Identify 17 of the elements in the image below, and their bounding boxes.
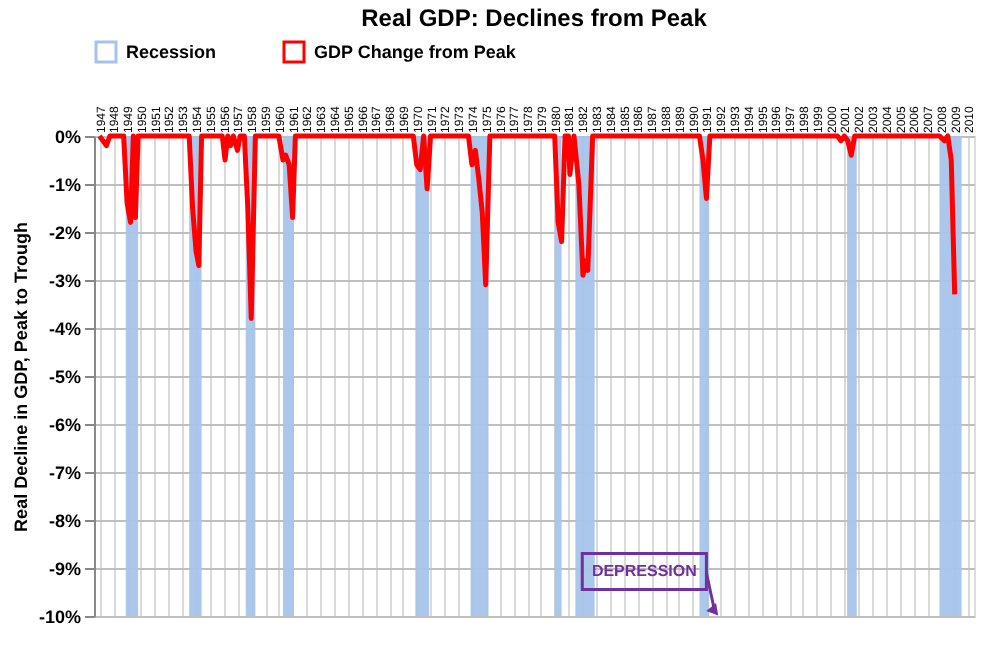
y-tick-label: -1% — [48, 175, 81, 195]
y-tick-label: -10% — [38, 607, 81, 627]
annotation: DEPRESSION — [591, 561, 698, 580]
y-tick-label: -2% — [48, 223, 81, 243]
y-tick-label: -7% — [48, 463, 81, 483]
chart-title: Real GDP: Declines from Peak — [361, 4, 708, 32]
y-tick-label: -4% — [48, 319, 81, 339]
line-series — [97, 133, 958, 321]
legend-label: GDP Change from Peak — [314, 42, 518, 62]
legend-label: Recession — [126, 42, 217, 62]
y-tick-label: -3% — [48, 271, 81, 291]
y-axis-title: Real Decline in GDP, Peak to Trough — [10, 222, 31, 532]
y-tick-label: -6% — [48, 415, 81, 435]
y-tick-label: -9% — [48, 559, 81, 579]
y-tick-label: -8% — [48, 511, 81, 531]
y-tick-label: -5% — [48, 367, 81, 387]
y-tick-label: 0% — [54, 127, 81, 147]
